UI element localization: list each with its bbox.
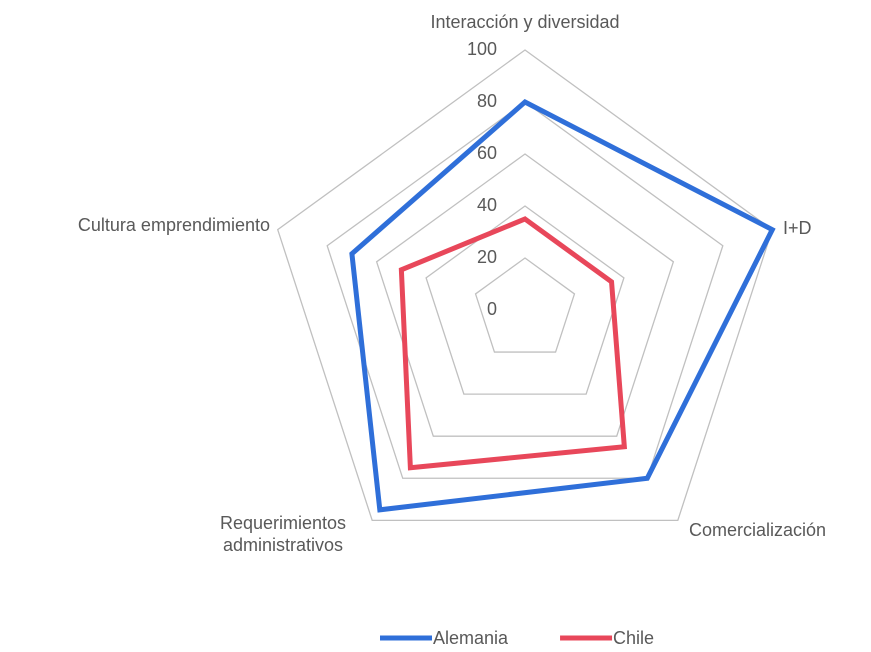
- category-label: Requerimientos administrativos: [219, 513, 347, 555]
- category-label: I+D: [783, 218, 812, 238]
- r-tick-label: 100: [467, 39, 497, 59]
- category-label: Cultura emprendimiento: [77, 215, 270, 235]
- r-tick-label: 0: [487, 299, 497, 319]
- series-line: [398, 216, 628, 471]
- category-label: Comercialización: [689, 520, 827, 540]
- r-tick-label: 60: [477, 143, 497, 163]
- category-label: Interacción y diversidad: [430, 12, 620, 32]
- series-line: [349, 98, 776, 513]
- r-tick-label: 20: [477, 247, 497, 267]
- grid-ring: [326, 101, 724, 479]
- grid-ring: [474, 257, 576, 353]
- r-tick-label: 80: [477, 91, 497, 111]
- legend-label: Alemania: [433, 628, 509, 648]
- grid-ring: [375, 153, 675, 437]
- legend-label: Chile: [613, 628, 654, 648]
- grid-ring: [276, 49, 774, 521]
- r-tick-label: 40: [477, 195, 497, 215]
- grid-ring: [425, 205, 625, 395]
